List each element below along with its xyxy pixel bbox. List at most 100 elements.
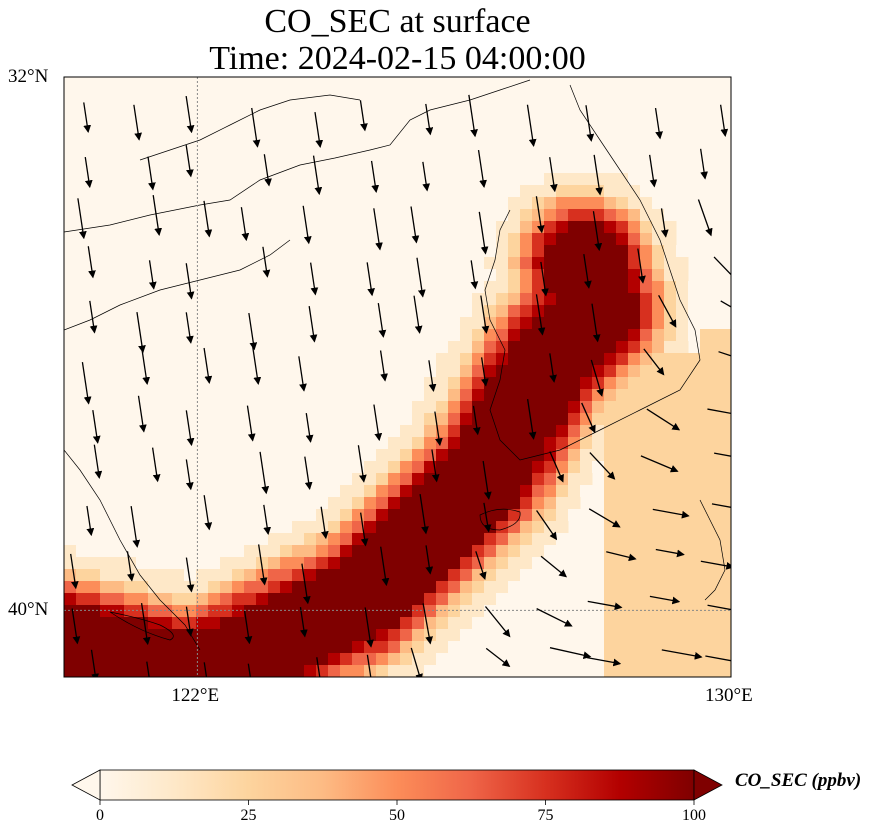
field-cell	[568, 197, 581, 210]
field-cell	[148, 581, 161, 594]
field-cell	[652, 425, 665, 438]
field-cell	[388, 533, 401, 546]
wind-arrow	[93, 444, 103, 479]
field-cell	[652, 449, 665, 462]
field-cell	[376, 653, 389, 666]
field-cell	[664, 257, 677, 270]
field-cell	[256, 653, 269, 666]
field-cell	[532, 545, 545, 558]
field-cell	[388, 485, 401, 498]
field-cell	[688, 605, 701, 618]
wind-arrow	[380, 546, 390, 587]
field-cell	[556, 269, 569, 282]
field-cell	[448, 461, 461, 474]
field-cell	[568, 413, 581, 426]
field-cell	[280, 641, 293, 654]
field-cell	[604, 521, 617, 534]
wind-arrow	[593, 154, 603, 196]
field-cell	[592, 461, 605, 474]
field-cell	[400, 461, 413, 474]
field-cell	[712, 329, 725, 342]
field-cell	[676, 593, 689, 606]
field-cell	[544, 425, 557, 438]
field-cell	[340, 485, 353, 498]
field-cell	[688, 317, 701, 330]
field-cell	[664, 617, 677, 630]
field-cell	[664, 401, 677, 414]
field-cell	[472, 485, 485, 498]
field-cell	[616, 401, 629, 414]
field-cell	[208, 605, 221, 618]
field-cell	[508, 257, 521, 270]
field-cell	[676, 533, 689, 546]
field-cell	[184, 653, 197, 666]
field-cell	[628, 593, 641, 606]
field-cell	[496, 353, 509, 366]
field-cell	[484, 341, 497, 354]
field-cell	[244, 665, 257, 677]
field-cell	[616, 185, 629, 198]
field-cell	[580, 365, 593, 378]
field-cell	[604, 629, 617, 642]
field-cell	[604, 509, 617, 522]
field-cell	[172, 629, 185, 642]
field-cell	[400, 641, 413, 654]
field-cell	[448, 521, 461, 534]
field-cell	[280, 533, 293, 546]
field-cell	[652, 521, 665, 534]
field-cell	[352, 521, 365, 534]
field-cell	[676, 581, 689, 594]
field-cell	[496, 425, 509, 438]
field-cell	[160, 605, 173, 618]
field-cell	[376, 485, 389, 498]
field-cell	[184, 665, 197, 677]
field-cell	[424, 509, 437, 522]
field-cell	[208, 569, 221, 582]
field-cell	[616, 533, 629, 546]
field-cell	[700, 425, 713, 438]
field-cell	[448, 581, 461, 594]
field-cell	[400, 569, 413, 582]
field-cell	[496, 569, 509, 582]
field-cell	[544, 173, 557, 186]
field-cell	[604, 401, 617, 414]
field-cell	[616, 305, 629, 318]
wind-arrow	[203, 495, 213, 531]
field-cell	[688, 437, 701, 450]
field-cell	[520, 461, 533, 474]
field-cell	[460, 533, 473, 546]
field-cell	[208, 617, 221, 630]
field-cell	[88, 569, 101, 582]
field-cell	[220, 641, 233, 654]
wind-arrow	[652, 508, 690, 519]
field-cell	[304, 533, 317, 546]
field-cell	[664, 581, 677, 594]
field-cell	[412, 581, 425, 594]
wind-arrow	[251, 345, 262, 385]
field-cell	[628, 485, 641, 498]
field-cell	[304, 557, 317, 570]
field-cell	[532, 413, 545, 426]
field-cell	[376, 473, 389, 486]
wind-arrow	[535, 196, 545, 234]
field-cell	[628, 317, 641, 330]
field-cell	[256, 533, 269, 546]
field-cell	[604, 221, 617, 234]
field-cell	[388, 605, 401, 618]
field-cell	[652, 353, 665, 366]
field-cell	[604, 257, 617, 270]
field-cell	[352, 581, 365, 594]
wind-arrow	[713, 256, 731, 276]
wind-arrow	[660, 208, 669, 238]
field-cell	[724, 365, 731, 378]
field-cell	[412, 437, 425, 450]
field-cell	[628, 329, 641, 342]
field-cell	[604, 593, 617, 606]
field-cell	[712, 473, 725, 486]
field-cell	[676, 473, 689, 486]
coastline	[699, 499, 726, 601]
field-cell	[568, 341, 581, 354]
field-cell	[412, 473, 425, 486]
field-cell	[664, 461, 677, 474]
field-cell	[520, 269, 533, 282]
